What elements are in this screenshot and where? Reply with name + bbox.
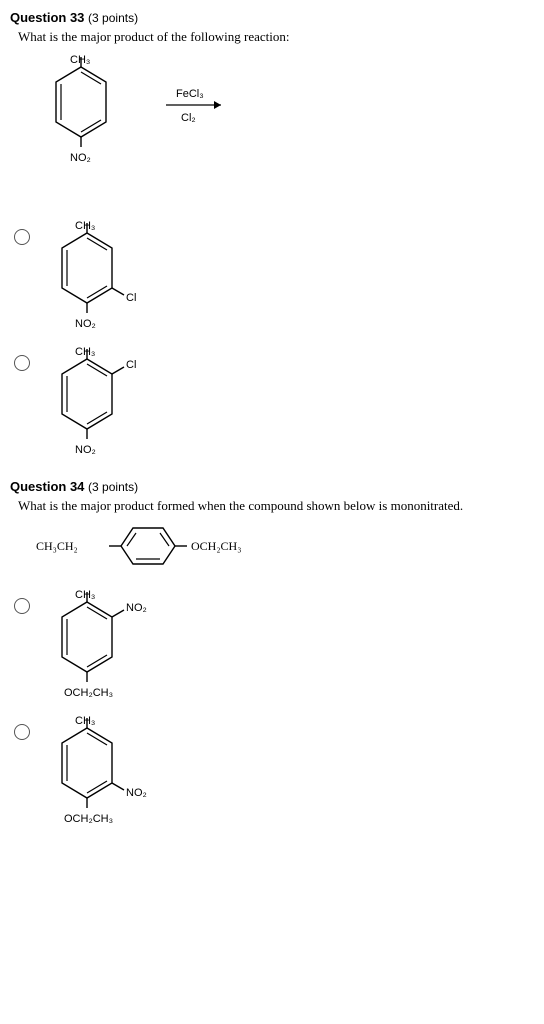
q34-prompt: What is the major product formed when th… <box>18 498 534 514</box>
q33-reactant-top: CH₃ <box>70 54 90 66</box>
radio-icon[interactable] <box>14 724 30 740</box>
q33-arrow-bottom: Cl₂ <box>181 112 196 124</box>
q34-reactant-left: CH₃CH₂ <box>36 539 78 553</box>
q33-header: Question 33 (3 points) <box>10 10 534 25</box>
q34-opt1-top: CH₃ <box>75 589 95 601</box>
q33-opt2-top: CH₃ <box>75 346 95 358</box>
q34-opt1-sub: NO₂ <box>126 602 147 614</box>
radio-icon[interactable] <box>14 598 30 614</box>
q34-reactant-diagram: CH₃CH₂ OCH₂CH₃ <box>26 518 534 578</box>
q33-opt1-bottom: NO₂ <box>75 318 96 330</box>
q34-option-1[interactable]: CH₃ OCH₂CH₃ NO₂ <box>14 584 534 704</box>
q33-arrow-top: FeCl₃ <box>176 88 204 100</box>
q34-opt2-sub: NO₂ <box>126 787 147 799</box>
q34-title: Question 34 <box>10 479 84 494</box>
q33-opt1-sub: Cl <box>126 292 136 304</box>
q33-reactant-bottom: NO₂ <box>70 152 91 164</box>
q33-points: (3 points) <box>88 11 138 25</box>
q34-header: Question 34 (3 points) <box>10 479 534 494</box>
q34-opt1-bottom: OCH₂CH₃ <box>64 687 113 699</box>
q34-points: (3 points) <box>88 480 138 494</box>
q34-reactant-right: OCH₂CH₃ <box>191 539 241 553</box>
q33-option-1[interactable]: CH₃ NO₂ Cl <box>14 215 534 335</box>
q33-reaction-diagram: CH₃ NO₂ FeCl₃ Cl₂ <box>26 49 534 209</box>
q33-opt2-structure: CH₃ NO₂ Cl <box>44 341 164 461</box>
radio-icon[interactable] <box>14 229 30 245</box>
q34-opt2-structure: CH₃ OCH₂CH₃ NO₂ <box>44 710 184 830</box>
q33-prompt: What is the major product of the followi… <box>18 29 534 45</box>
q34-opt2-top: CH₃ <box>75 715 95 727</box>
q33-opt2-bottom: NO₂ <box>75 444 96 456</box>
radio-icon[interactable] <box>14 355 30 371</box>
q33-option-2[interactable]: CH₃ NO₂ Cl <box>14 341 534 461</box>
q34-option-2[interactable]: CH₃ OCH₂CH₃ NO₂ <box>14 710 534 830</box>
q34-opt1-structure: CH₃ OCH₂CH₃ NO₂ <box>44 584 184 704</box>
q33-opt2-sub: Cl <box>126 359 136 371</box>
q33-opt1-structure: CH₃ NO₂ Cl <box>44 215 164 335</box>
q33-opt1-top: CH₃ <box>75 220 95 232</box>
q33-title: Question 33 <box>10 10 84 25</box>
q34-opt2-bottom: OCH₂CH₃ <box>64 813 113 825</box>
